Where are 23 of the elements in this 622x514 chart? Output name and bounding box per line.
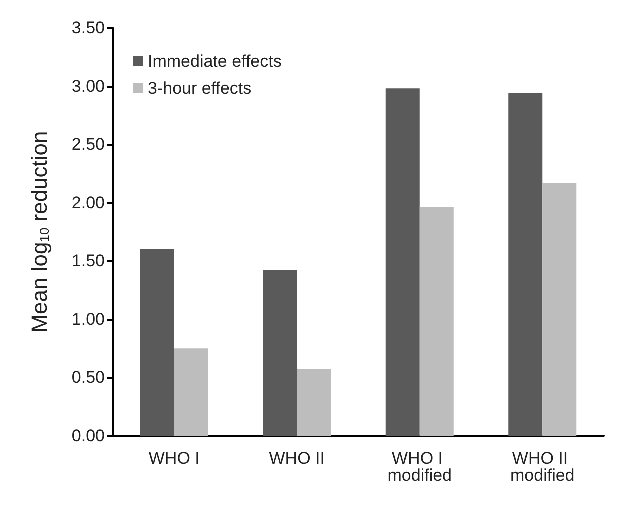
x-tick-label: WHO II: [269, 449, 325, 468]
y-tick-label: 3.50: [72, 18, 105, 38]
y-tick-label: 0.50: [72, 368, 105, 388]
x-tick-label: WHO I: [148, 449, 200, 468]
y-tick-label: 1.50: [72, 252, 105, 271]
legend-label: Immediate effects: [148, 52, 282, 71]
y-tick-label: 0.00: [72, 426, 105, 446]
y-tick-label: 3.00: [72, 76, 105, 96]
bar: [140, 249, 174, 436]
x-tick-label: WHO II modified: [510, 449, 575, 485]
y-tick-label: 2.00: [72, 193, 105, 212]
bar: [420, 208, 454, 436]
bar: [386, 88, 420, 436]
bar: [508, 93, 543, 436]
bar: [263, 270, 298, 436]
legend-label: 3-hour effects: [148, 79, 252, 98]
bar: [297, 370, 332, 436]
x-tick-label: WHO I modified: [388, 449, 452, 485]
y-tick-label: 2.50: [72, 135, 105, 154]
y-tick-label: 1.00: [72, 310, 105, 329]
y-axis-title: Mean log10 reduction: [27, 131, 52, 333]
bar: [542, 183, 577, 436]
bar: [174, 348, 208, 436]
